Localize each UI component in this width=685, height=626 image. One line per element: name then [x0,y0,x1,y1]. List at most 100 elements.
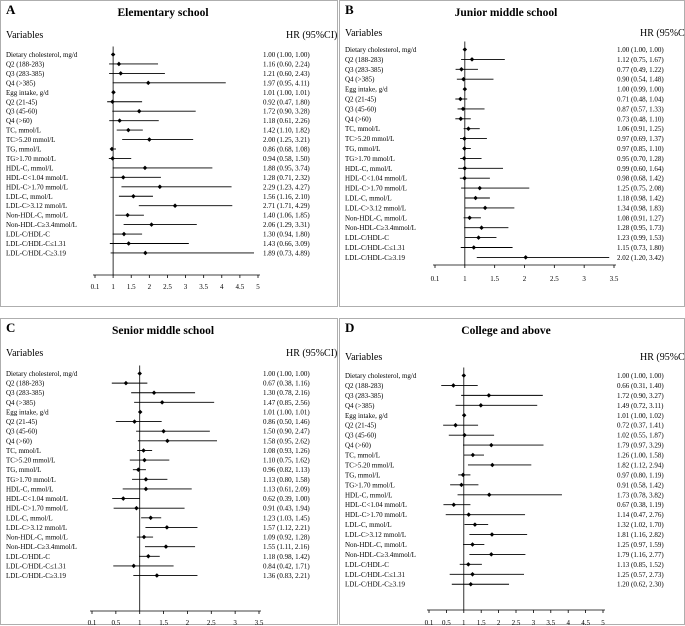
variable-label: TC, mmol/L [6,447,41,455]
x-tick-label: 2.5 [163,283,172,291]
variable-label: TG>1.70 mmol/L [345,481,395,489]
hr-point [117,118,122,123]
variable-label: Non-HDL-C≥3.4mmol/L [6,221,77,229]
variable-label: Dietary cholesterol, mg/d [6,370,78,378]
hr-ci-value: 1.28 (0.95, 1.73) [617,224,664,232]
panel-letter: C [6,320,15,335]
hr-point [459,67,464,72]
hr-point [471,245,477,250]
hr-ci-value: 0.98 (0.68, 1.42) [617,175,664,183]
hr-point [120,496,126,501]
variable-label: Egg intake, g/d [345,412,388,420]
hr-point [458,116,464,122]
hr-point [146,554,151,559]
hr-ci-value: 1.57 (1.12, 2.21) [263,524,310,532]
x-tick-label: 1 [138,619,142,626]
hr-ci-value: 1.55 (1.11, 2.16) [263,543,310,551]
x-tick-label: 1 [111,283,115,291]
variable-label: LDL-C, mmol/L [6,193,53,201]
variable-label: Non-HDL-C, mmol/L [345,541,407,549]
forest-panel-c: C Senior middle school Variables HR (95%CI)… [0,318,338,626]
x-tick-label: 0.1 [431,275,440,283]
variable-label: Q2 (21-45) [6,98,38,106]
hr-point [467,215,472,221]
hr-ci-value: 0.91 (0.58, 1.42) [617,481,664,489]
x-tick-label: 1.5 [490,275,499,283]
x-tick-label: 2 [523,275,527,283]
hr-ci-value: 1.25 (0.57, 2.73) [617,571,664,579]
hr-point [470,452,476,458]
x-tick-label: 3.5 [546,619,555,626]
hr-ci-value: 1.82 (1.12, 2.94) [617,461,664,469]
hr-point [451,383,456,388]
hr-point [453,422,458,428]
variable-label: TC, mmol/L [6,127,41,135]
hr-ci-value: 2.29 (1.23, 4.27) [263,183,310,191]
panel-letter: D [345,320,354,335]
hr-ci-value: 1.20 (0.62, 2.30) [617,581,664,589]
hr-point [126,127,131,133]
hr-ci-header: HR (95%CI) [286,30,337,41]
hr-ci-value: 1.18 (0.61, 2.26) [263,117,310,125]
hr-ci-value: 2.02 (1.20, 3.42) [617,254,664,262]
hr-ci-value: 1.34 (0.98, 1.83) [617,204,664,212]
variable-label: Q3 (283-385) [6,389,45,397]
hr-point [131,193,136,199]
variable-label: LDL-C/HDL-C≥3.19 [345,254,406,262]
hr-point [490,462,495,468]
hr-ci-value: 2.06 (1.29, 3.31) [263,221,310,229]
hr-point [461,373,467,378]
hr-point [142,457,147,463]
variable-label: Non-HDL-C≥3.4mmol/L [6,543,77,551]
hr-ci-value: 1.00 (1.00, 1.00) [617,372,664,380]
hr-point [161,428,166,434]
variable-label: LDL-C/HDL-C≤1.31 [345,571,406,579]
hr-point [479,225,484,230]
hr-ci-value: 0.87 (0.57, 1.33) [617,105,664,113]
hr-ci-value: 1.25 (0.97, 1.59) [617,541,664,549]
variable-label: TG>1.70 mmol/L [345,155,395,163]
forest-panel-b: B Junior middle school Variables HR (95%CI)… [339,0,685,307]
variable-label: Dietary cholesterol, mg/d [6,51,78,59]
hr-ci-value: 1.21 (0.60, 2.43) [263,70,310,78]
hr-point [149,222,154,227]
hr-point [109,146,115,152]
variable-label: Non-HDL-C, mmol/L [6,534,68,542]
x-tick-label: 0.1 [88,619,97,626]
variable-label: Non-HDL-C≥3.4mmol/L [345,551,416,559]
hr-point [462,136,467,141]
x-tick-label: 4 [220,283,224,291]
hr-point [132,419,137,424]
variable-label: HDL-C<1.04 mmol/L [6,495,68,503]
variable-label: HDL-C<1.04 mmol/L [6,174,68,182]
hr-ci-value: 0.72 (0.37, 1.41) [617,422,664,430]
variable-label: Egg intake, g/d [345,86,388,94]
variable-label: Q3 (45-60) [6,428,38,436]
hr-point [462,86,468,92]
variable-label: Q3 (283-385) [6,70,45,78]
hr-ci-value: 0.95 (0.70, 1.28) [617,155,664,163]
hr-point [110,99,115,105]
hr-point [462,432,467,438]
variables-header: Variables [6,30,43,41]
hr-ci-value: 1.00 (0.99, 1.00) [617,86,664,94]
hr-point [131,563,136,569]
hr-ci-value: 1.26 (1.00, 1.58) [617,452,664,460]
hr-ci-value: 1.28 (0.71, 2.32) [263,174,310,182]
hr-ci-value: 1.50 (0.90, 2.47) [263,428,310,436]
hr-ci-value: 1.40 (1.06, 1.85) [263,212,310,220]
variable-label: TC>5.20 mmol/L [345,461,394,469]
hr-point [462,47,468,52]
variable-label: HDL-C, mmol/L [6,485,53,493]
variable-label: TC>5.20 mmol/L [6,136,55,144]
hr-point [473,195,478,201]
hr-ci-value: 0.97 (0.85, 1.10) [617,145,664,153]
hr-point [470,572,475,577]
hr-ci-value: 1.23 (1.03, 1.45) [263,514,310,522]
variable-label: Q4 (>385) [345,402,375,410]
variable-label: HDL-C<1.04 mmol/L [345,175,407,183]
hr-point [145,80,151,86]
x-tick-label: 4.5 [236,283,245,291]
hr-ci-value: 2.00 (1.25, 3.21) [263,136,310,144]
variable-label: Q2 (188-283) [345,382,384,390]
